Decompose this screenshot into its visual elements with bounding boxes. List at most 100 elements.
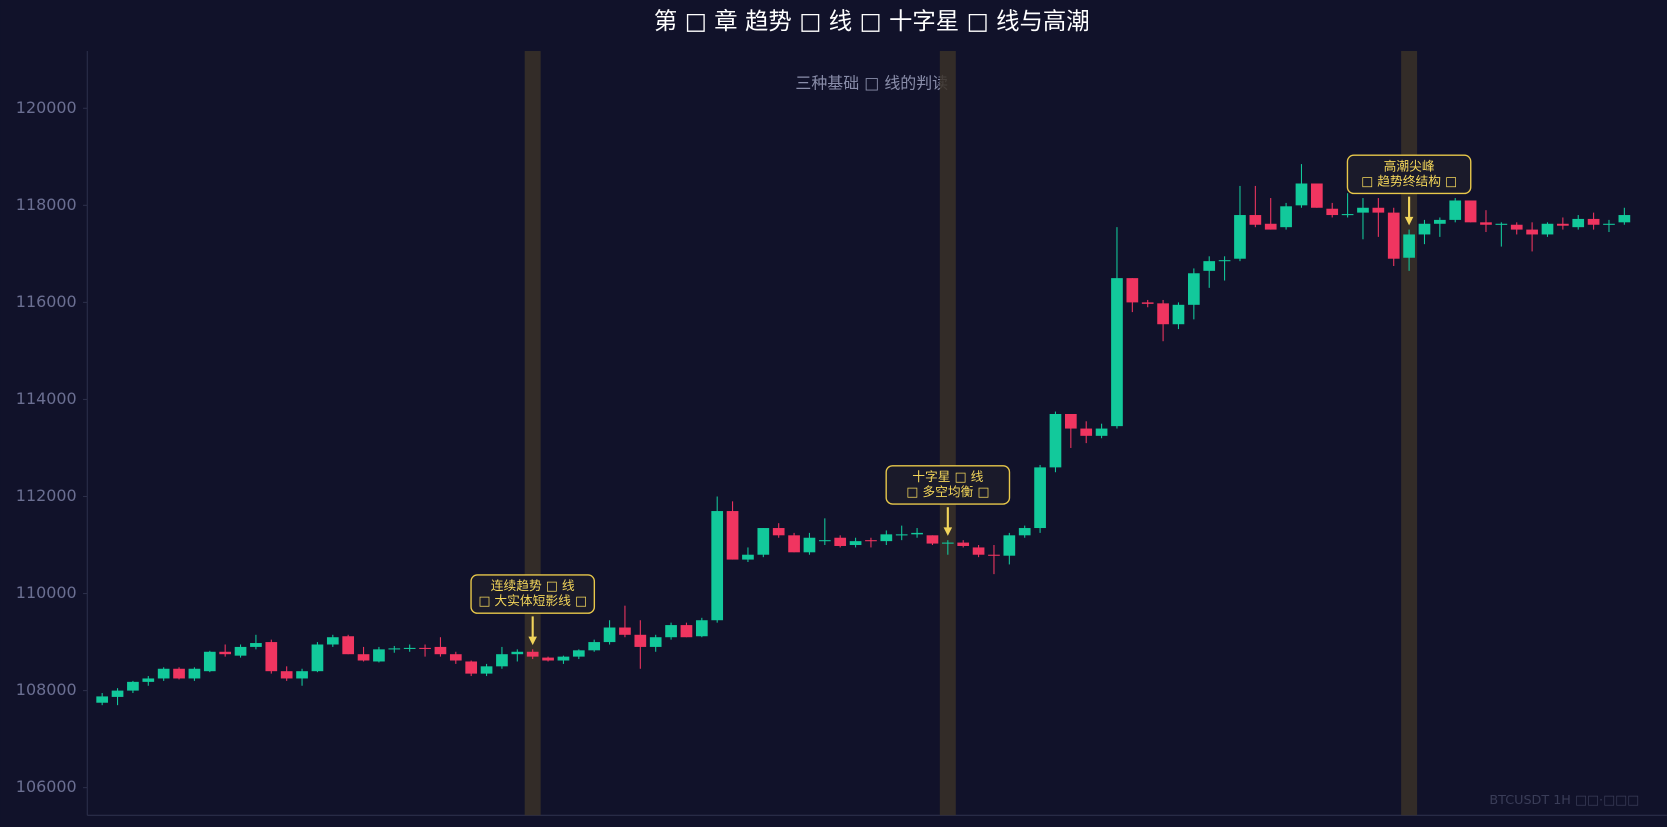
candle-body xyxy=(1541,223,1554,235)
candle-body xyxy=(634,634,647,647)
candle-body xyxy=(1126,278,1139,303)
candle-body xyxy=(1387,212,1400,259)
candle-body xyxy=(926,535,939,544)
highlight-band xyxy=(939,51,956,816)
y-tick-label: 110000 xyxy=(16,583,77,602)
candle-body xyxy=(1218,260,1231,262)
candle-body xyxy=(1587,218,1600,225)
candle-body xyxy=(265,642,278,672)
candle-body xyxy=(757,528,770,555)
candle-body xyxy=(818,540,831,542)
watermark: BTCUSDT 1H □□·□□□ xyxy=(1489,793,1639,808)
candle-body xyxy=(588,642,601,651)
candle-body xyxy=(1095,428,1108,436)
candle-body xyxy=(1341,214,1354,216)
candle-body xyxy=(296,671,308,679)
candle-body xyxy=(1326,208,1339,216)
candle-body xyxy=(403,647,416,649)
candle-body xyxy=(1449,200,1462,220)
candle-body xyxy=(834,537,847,546)
candle-body xyxy=(1203,261,1216,271)
annotation-arrowhead xyxy=(1404,216,1414,226)
annotation-arrowhead xyxy=(528,636,537,646)
candle-body xyxy=(496,654,508,667)
annotation-text: 连续趋势 □ 线 xyxy=(491,578,575,594)
y-tick-label: 108000 xyxy=(16,680,77,699)
candle-body xyxy=(1064,413,1077,429)
annotation-box xyxy=(1346,154,1472,195)
candle-body xyxy=(1034,467,1046,529)
candle-body xyxy=(1003,535,1016,556)
highlight-band xyxy=(524,51,541,816)
candle-body xyxy=(1418,223,1431,235)
candle-body xyxy=(326,637,339,645)
candle-body xyxy=(1495,223,1508,225)
candle-body xyxy=(695,620,708,637)
candle-body xyxy=(1357,207,1369,213)
y-tick-label: 120000 xyxy=(16,98,77,117)
candle-body xyxy=(465,661,478,674)
candle-body xyxy=(142,678,155,682)
y-tick-label: 106000 xyxy=(16,777,77,796)
candle-body xyxy=(880,534,893,542)
candle-body xyxy=(1434,219,1446,224)
candle-body xyxy=(1018,528,1031,536)
candle-body xyxy=(911,532,923,535)
annotation-box xyxy=(885,465,1011,505)
subtitle: 三种基础 □ 线的判读 xyxy=(795,73,948,92)
annotation-text: 高潮尖峰 xyxy=(1384,158,1435,174)
candle-body xyxy=(1249,215,1262,225)
candle-body xyxy=(988,554,1000,556)
candle-body xyxy=(557,656,570,661)
candle-body xyxy=(388,648,401,650)
candle-body xyxy=(1172,304,1185,325)
candle-body xyxy=(603,627,616,643)
annotation-text: □ 多空均衡 □ xyxy=(906,485,989,500)
candle-body xyxy=(373,649,385,662)
y-tick-label: 114000 xyxy=(16,389,77,408)
candle-body xyxy=(250,643,262,647)
candle-body xyxy=(526,651,539,657)
candle-body xyxy=(419,647,431,649)
candle-body xyxy=(665,625,677,638)
candle-body xyxy=(542,657,554,661)
annotation-text: □ 大实体短影线 □ xyxy=(478,594,587,609)
candle-body xyxy=(357,654,370,661)
candle-body xyxy=(434,646,447,655)
y-tick-label: 116000 xyxy=(16,292,77,311)
candle-body xyxy=(449,654,462,661)
candle-body xyxy=(342,636,355,655)
candle-body xyxy=(1510,224,1523,230)
candle-body xyxy=(1572,218,1585,228)
candle-body xyxy=(188,668,201,679)
candle-body xyxy=(1141,302,1154,304)
y-tick-label: 118000 xyxy=(16,195,77,214)
candle-body xyxy=(1111,278,1123,427)
candle-body xyxy=(1526,229,1538,235)
candle-body xyxy=(480,666,493,674)
candle-body xyxy=(1280,206,1292,228)
candle-body xyxy=(711,511,724,621)
candle-body xyxy=(803,537,816,553)
candle-body xyxy=(311,644,324,672)
candle-body xyxy=(1310,183,1323,208)
candle-body xyxy=(96,696,109,703)
candle-body xyxy=(772,528,785,536)
candle-body xyxy=(1403,234,1415,258)
candle-body xyxy=(234,646,247,656)
candle-body xyxy=(680,625,693,638)
candle-body xyxy=(203,651,216,672)
candle-body xyxy=(219,651,232,655)
candle-body xyxy=(619,627,631,635)
candle-body xyxy=(865,540,877,542)
annotation-text: □ 趋势终结构 □ xyxy=(1361,173,1457,189)
candle-body xyxy=(1264,223,1277,230)
candle-body xyxy=(280,671,293,679)
chart-title: 第 □ 章 趋势 □ 线 □ 十字星 □ 线与高潮 xyxy=(654,7,1090,35)
candle-body xyxy=(1187,273,1200,305)
candle-body xyxy=(127,681,139,691)
candle-body xyxy=(1234,215,1246,259)
candle-body xyxy=(1080,428,1093,436)
